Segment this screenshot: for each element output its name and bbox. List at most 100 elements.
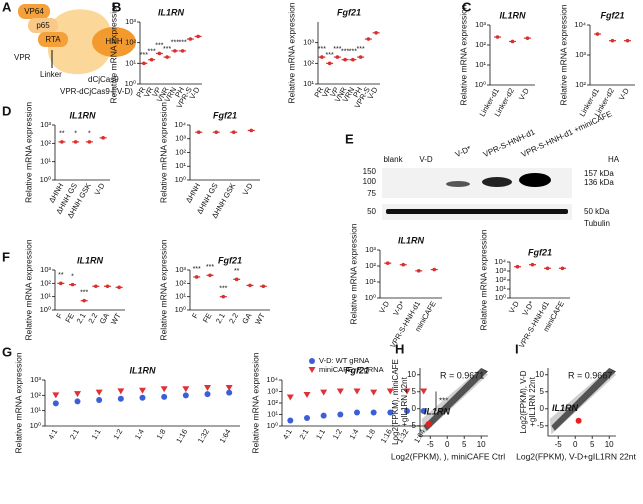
legend-marker (308, 367, 316, 373)
significance: * (71, 273, 74, 280)
x-tick-label: 1:8 (155, 427, 168, 441)
marker: 75 (367, 189, 376, 198)
band (519, 173, 551, 187)
y-tick-label: 10⁰ (365, 293, 376, 302)
significance: *** (341, 49, 349, 56)
point (105, 284, 110, 289)
point (139, 394, 146, 401)
point (370, 389, 378, 396)
point (525, 36, 530, 40)
significance: ** (234, 268, 240, 275)
x-tick-label: 4:1 (46, 427, 59, 441)
point (52, 392, 60, 399)
y-tick-label: 10² (575, 80, 586, 89)
point (386, 388, 394, 395)
significance: * (74, 131, 77, 138)
point (157, 51, 162, 56)
y-axis-label: Relative mRNA expression (23, 239, 33, 340)
point (404, 408, 410, 415)
y-axis-label: Relative mRNA expression (13, 352, 23, 453)
x-tick-label: WT (109, 311, 123, 326)
panel-label: D (2, 103, 11, 118)
point (432, 267, 437, 272)
point (387, 409, 394, 416)
y-tick-label: 10³ (475, 20, 486, 29)
marker: 150 (363, 167, 377, 176)
x-tick-label: 2.2 (86, 311, 99, 325)
point (96, 396, 103, 403)
y-tick-label: 10⁴ (494, 257, 506, 266)
point (304, 414, 310, 421)
lane-label: blank (383, 155, 403, 164)
y-tick-label: 10⁰ (495, 293, 506, 302)
significance: *** (193, 266, 201, 273)
x-tick-label: V-D (366, 85, 380, 101)
point (495, 35, 500, 39)
significance: * (88, 131, 91, 138)
chart-title: Fgf21 (528, 247, 552, 257)
y-tick-label: 10³ (267, 386, 278, 395)
y-tick-label: 10² (475, 40, 486, 49)
label: Linker (40, 70, 62, 79)
point (196, 130, 201, 134)
y-axis-label: +gIL1RN 22nt (528, 376, 537, 426)
kda: 50 kDa (584, 207, 610, 216)
point (194, 275, 199, 279)
y-tick-label: 10¹ (175, 292, 186, 301)
kda: 136 kDa (584, 178, 614, 187)
panel-label: F (2, 249, 10, 264)
x-tick-label: 4:1 (281, 427, 294, 441)
point (82, 298, 86, 303)
point (248, 283, 252, 288)
x-tick-label: 1:2 (331, 427, 344, 441)
point (74, 398, 81, 405)
panel-a-diagram: VP64 p65 RTA VPR Linker HNH dCjCas9 VPR-… (14, 4, 136, 96)
gene-label: IL1RN (424, 406, 451, 416)
point (59, 281, 63, 286)
y-tick-label: 10² (495, 275, 506, 284)
y-axis-label: Log2(FPKM), V-D (519, 370, 528, 433)
point (403, 388, 411, 395)
x-tick-label: 1:1 (90, 427, 103, 441)
point (336, 388, 344, 395)
y-tick-label: 10⁰ (40, 175, 51, 184)
y-tick-label: 0 (540, 404, 545, 413)
point (545, 266, 550, 271)
y-axis-label: Relative mRNA expression (23, 102, 33, 203)
y-tick-label: -5 (409, 421, 417, 430)
point (149, 57, 154, 62)
point (353, 388, 361, 395)
axis (547, 368, 616, 437)
y-axis-label: Relative mRNA expression (158, 102, 168, 203)
point (286, 394, 294, 401)
point (60, 140, 64, 144)
y-tick-label: 10³ (175, 265, 186, 274)
panel-label: I (515, 341, 519, 356)
point (95, 389, 103, 396)
x-tick-label: 1:2 (111, 427, 124, 441)
x-tick-label: V-D (377, 299, 391, 315)
point (225, 385, 233, 392)
point (515, 264, 520, 269)
y-tick-label: 10³ (495, 266, 506, 275)
x-tick-label: 10 (605, 440, 614, 449)
y-axis-label: Relative mRNA expression (558, 4, 568, 105)
panel-e-blot: blank V-D V-D* VPR-S-HNH-d1 VPR-S-HNH-d1… (363, 109, 620, 228)
significance: ** (58, 272, 64, 279)
band (446, 181, 470, 187)
point (208, 273, 212, 278)
point (94, 284, 98, 289)
x-tick-label: VP (328, 85, 341, 98)
x-tick-label: -5 (427, 440, 435, 449)
axis (189, 270, 270, 311)
point (101, 136, 105, 140)
point (320, 412, 327, 419)
y-tick-label: 10 (535, 370, 544, 379)
panel-label: E (345, 131, 354, 146)
x-tick-label: GA (240, 311, 253, 325)
x-tick-label: F (54, 311, 64, 320)
chart-title: IL1RN (158, 7, 185, 17)
x-tick-label: 5 (462, 440, 467, 449)
point (52, 400, 59, 407)
